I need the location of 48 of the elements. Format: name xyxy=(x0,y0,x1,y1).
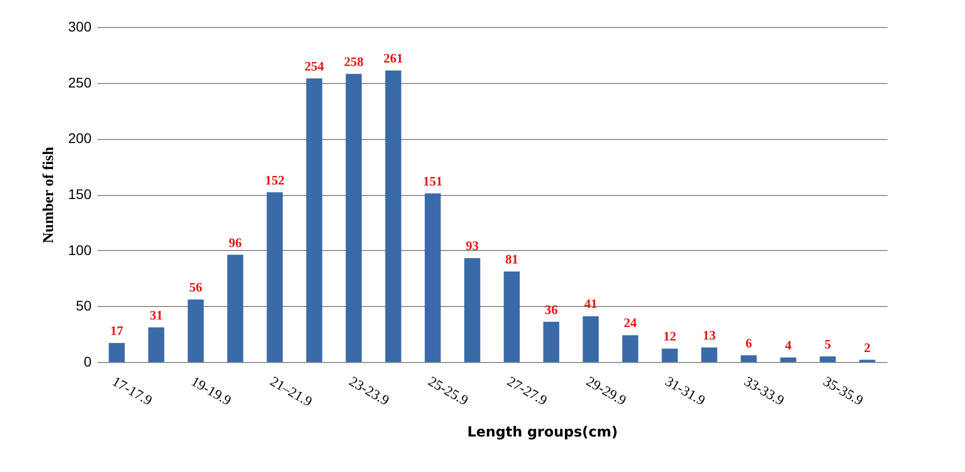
data-label: 96 xyxy=(228,234,242,250)
bar xyxy=(622,335,638,362)
y-tick-label: 250 xyxy=(68,74,92,90)
y-tick-label: 50 xyxy=(76,298,92,314)
bar xyxy=(188,299,204,362)
data-label: 17 xyxy=(110,323,124,338)
data-label: 13 xyxy=(702,327,716,342)
bar xyxy=(306,78,322,362)
data-label: 12 xyxy=(663,328,676,344)
bar xyxy=(701,347,718,362)
bar xyxy=(266,192,283,362)
bar xyxy=(820,356,836,362)
data-label: 81 xyxy=(505,252,518,267)
bar xyxy=(148,327,164,362)
bar xyxy=(346,74,362,362)
bar xyxy=(582,316,599,362)
data-label: 6 xyxy=(746,335,752,350)
data-label: 41 xyxy=(584,296,598,312)
bar xyxy=(108,343,125,362)
bar xyxy=(780,358,796,362)
bar xyxy=(740,355,757,362)
data-label: 258 xyxy=(344,54,364,69)
data-label: 4 xyxy=(785,338,792,353)
bar xyxy=(424,193,441,362)
data-label: 254 xyxy=(304,58,324,74)
y-axis-title: Number of fish xyxy=(41,146,58,244)
bar xyxy=(543,322,560,362)
bar xyxy=(504,272,520,362)
data-label: 93 xyxy=(466,238,480,254)
data-label: 5 xyxy=(824,336,832,352)
bar xyxy=(385,70,402,362)
y-tick-label: 300 xyxy=(68,18,92,34)
data-label: 56 xyxy=(189,279,203,294)
data-label: 2 xyxy=(864,340,870,355)
y-tick-label: 150 xyxy=(68,186,92,202)
data-label: 151 xyxy=(423,173,442,188)
data-label: 36 xyxy=(544,302,558,317)
y-tick-label: 200 xyxy=(68,130,92,146)
data-label: 261 xyxy=(384,50,403,66)
y-tick-label: 0 xyxy=(84,354,92,370)
bar xyxy=(662,348,678,362)
data-label: 24 xyxy=(624,315,638,330)
data-label: 31 xyxy=(150,307,163,322)
data-label: 152 xyxy=(265,172,284,188)
y-tick-label: 100 xyxy=(68,242,92,258)
bar xyxy=(227,254,244,362)
x-axis-title: Length groups(cm) xyxy=(467,424,618,440)
bar xyxy=(464,258,480,362)
